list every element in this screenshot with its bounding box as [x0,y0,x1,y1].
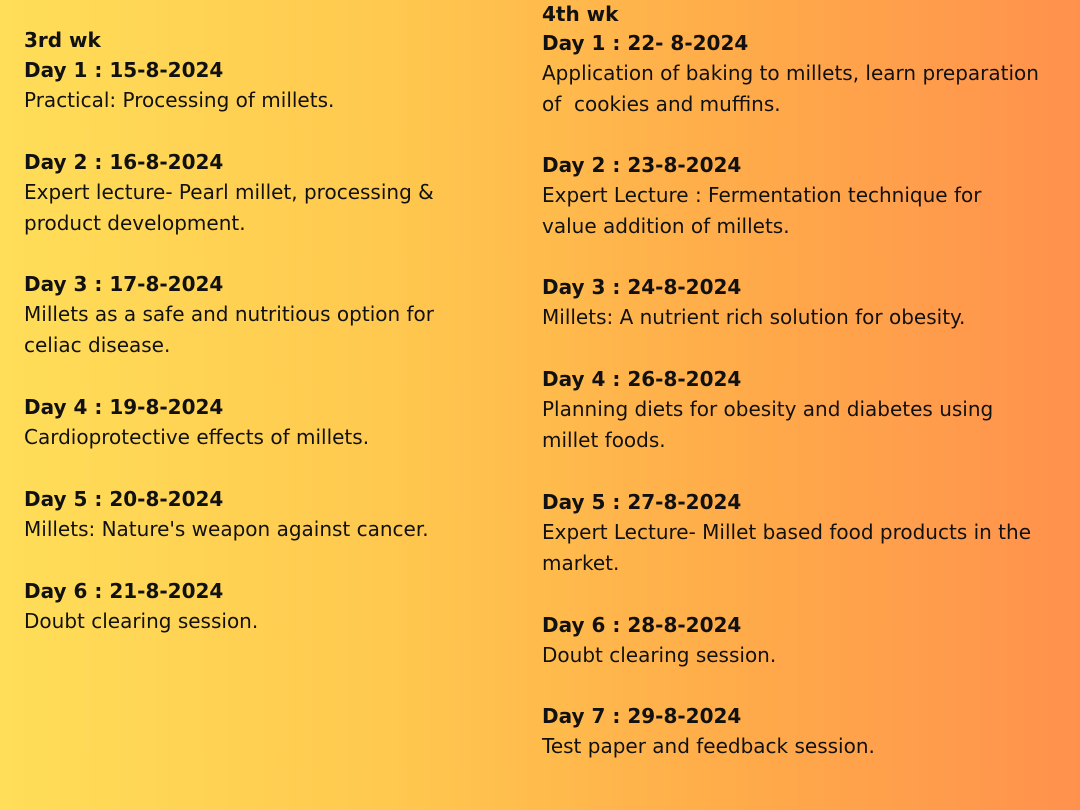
day-description: Expert Lecture : Fermentation technique … [542,183,982,238]
week-3-day-5: Day 5 : 20-8-2024 Millets: Nature's weap… [24,484,504,545]
day-title: Day 4 : 26-8-2024 [542,367,742,391]
day-title: Day 5 : 20-8-2024 [24,487,224,511]
day-description: Expert Lecture- Millet based food produc… [542,520,1032,575]
week-4-day-2: Day 2 : 23-8-2024 Expert Lecture : Ferme… [542,150,1078,242]
week-3-day-1: Day 1 : 15-8-2024 Practical: Processing … [24,55,504,116]
week-3-day-3: Day 3 : 17-8-2024 Millets as a safe and … [24,269,504,361]
day-description: Doubt clearing session. [542,643,777,667]
day-description: Millets: Nature's weapon against cancer. [24,517,429,541]
day-title: Day 7 : 29-8-2024 [542,704,742,728]
week-4-title: 4th wk [542,2,619,26]
week-4-day-6: Day 6 : 28-8-2024 Doubt clearing session… [542,610,1078,671]
day-description: Cardioprotective effects of millets. [24,425,370,449]
week-4-day-5: Day 5 : 27-8-2024 Expert Lecture- Millet… [542,487,1078,579]
week-4-day-4: Day 4 : 26-8-2024 Planning diets for obe… [542,364,1078,456]
day-title: Day 6 : 21-8-2024 [24,579,224,603]
day-description: Practical: Processing of millets. [24,88,335,112]
day-description: Expert lecture- Pearl millet, processing… [24,180,434,235]
week-4-day-7: Day 7 : 29-8-2024 Test paper and feedbac… [542,701,1078,762]
week-4-day-3: Day 3 : 24-8-2024 Millets: A nutrient ri… [542,272,1078,333]
week-3-day-6: Day 6 : 21-8-2024 Doubt clearing session… [24,576,504,637]
day-title: Day 5 : 27-8-2024 [542,490,742,514]
day-description: Millets: A nutrient rich solution for ob… [542,305,966,329]
day-description: Doubt clearing session. [24,609,259,633]
day-title: Day 3 : 24-8-2024 [542,275,742,299]
day-title: Day 3 : 17-8-2024 [24,272,224,296]
day-title: Day 1 : 22- 8-2024 [542,31,749,55]
day-description: Application of baking to millets, learn … [542,61,1039,116]
day-description: Planning diets for obesity and diabetes … [542,397,994,452]
day-title: Day 6 : 28-8-2024 [542,613,742,637]
week-3-title: 3rd wk [24,28,101,52]
day-description: Millets as a safe and nutritious option … [24,302,435,357]
day-title: Day 2 : 23-8-2024 [542,153,742,177]
day-title: Day 2 : 16-8-2024 [24,150,224,174]
week-3-day-2: Day 2 : 16-8-2024 Expert lecture- Pearl … [24,147,504,239]
day-description: Test paper and feedback session. [542,734,875,758]
day-title: Day 1 : 15-8-2024 [24,58,224,82]
day-title: Day 4 : 19-8-2024 [24,395,224,419]
week-4-day-1: Day 1 : 22- 8-2024 Application of baking… [542,28,1078,120]
week-3-day-4: Day 4 : 19-8-2024 Cardioprotective effec… [24,392,504,453]
